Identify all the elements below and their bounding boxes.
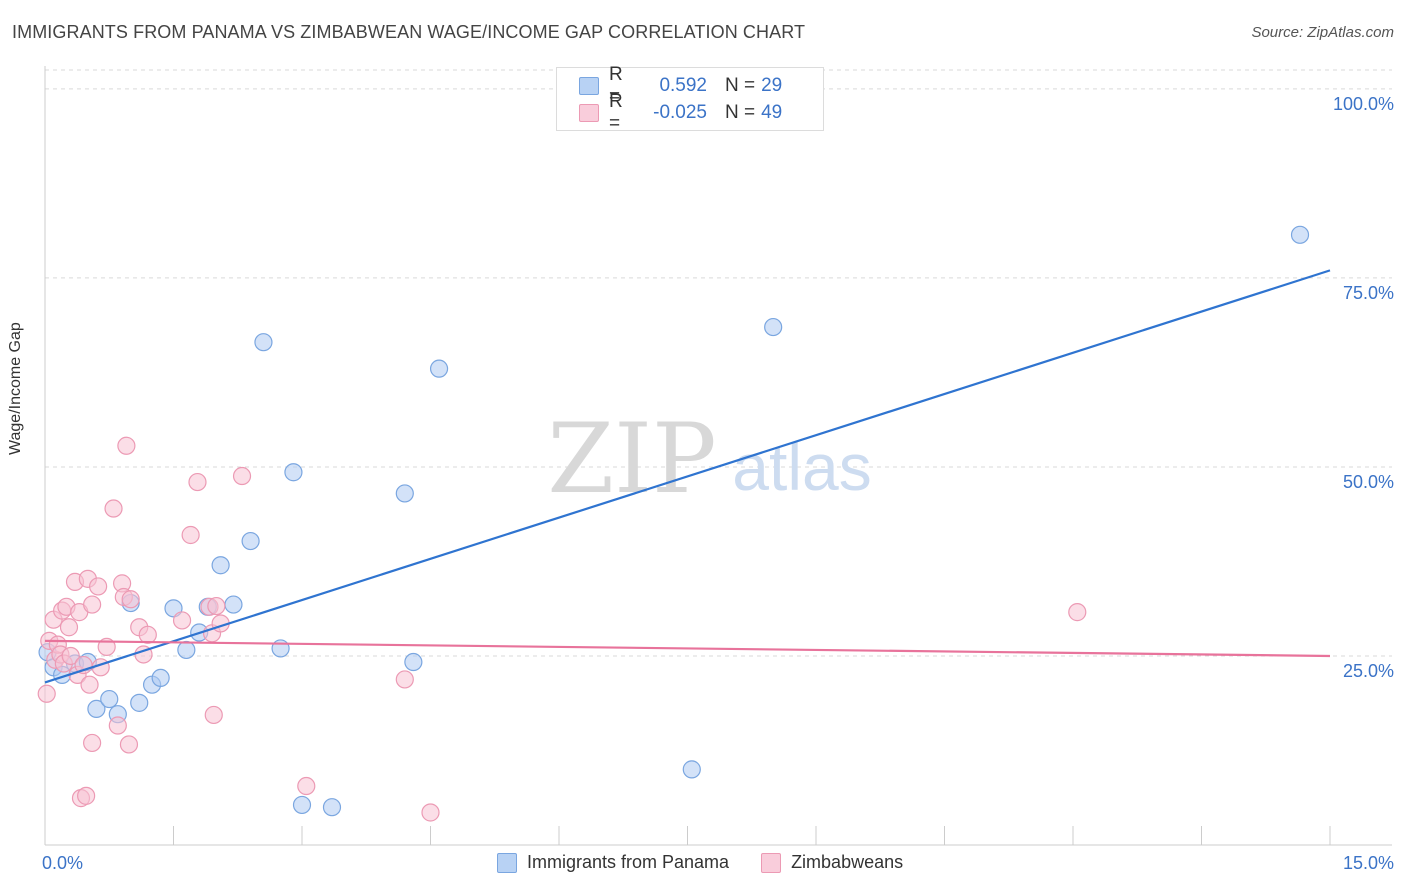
legend-n-value: 29	[761, 75, 783, 96]
zimbabwe-point	[77, 786, 96, 805]
legend-item-panama[interactable]: Immigrants from Panama	[497, 852, 729, 873]
zimbabwe-point	[188, 472, 207, 492]
panama-point	[764, 317, 783, 337]
legend-n-label: N =	[725, 75, 756, 96]
panama-point	[87, 699, 106, 719]
panama-point	[429, 359, 449, 378]
zimbabwe-point	[181, 525, 200, 545]
panama-point	[404, 652, 423, 672]
zimbabwe-point	[172, 611, 192, 630]
zimbabwe-point	[1068, 603, 1087, 622]
legend-r-label: R =	[609, 91, 623, 134]
zimbabwe-point	[117, 436, 136, 455]
legend-n-value: 49	[761, 102, 783, 123]
zimbabwe-point	[61, 646, 80, 666]
tick-labels: 25.0% 50.0% 75.0% 100.0% 0.0% 15.0%	[42, 94, 1394, 873]
trend-lines	[44, 269, 1331, 684]
legend-label-panama: Immigrants from Panama	[527, 852, 730, 872]
panama-point	[284, 463, 303, 482]
watermark: ZIP atlas	[547, 403, 871, 515]
legend-row-zimbabwe: R = -0.025 N = 49	[579, 91, 783, 134]
panama-point	[151, 668, 170, 688]
panama-point	[177, 640, 196, 660]
zimbabwe-point	[232, 466, 252, 486]
watermark-atlas: atlas	[732, 430, 871, 504]
zimbabwe-point	[421, 803, 440, 822]
axes	[44, 66, 1392, 846]
legend-swatch-blue	[497, 852, 517, 873]
zimbabwe-point	[80, 675, 99, 694]
legend-swatch-pink	[579, 104, 599, 122]
panama-point	[241, 531, 260, 551]
y-tick-label: 25.0%	[1343, 661, 1394, 681]
panama-point	[130, 693, 149, 712]
grid-lines	[45, 69, 1392, 657]
zimbabwe-point	[204, 705, 223, 725]
data-points	[37, 225, 1310, 822]
y-tick-label: 50.0%	[1343, 472, 1394, 492]
zimbabwe-point	[83, 733, 102, 753]
zimbabwe-point	[89, 577, 108, 596]
source-label[interactable]: Source: ZipAtlas.com	[1251, 24, 1394, 41]
panama-point	[395, 484, 414, 503]
legend-r-value: -0.025	[653, 102, 707, 123]
panama-point	[100, 689, 119, 709]
panama-point	[254, 333, 273, 352]
panama-point	[224, 595, 243, 614]
series-legend: Immigrants from Panama Zimbabweans	[497, 852, 935, 873]
y-tick-label: 75.0%	[1343, 283, 1394, 303]
correlation-legend: R = 0.592 N = 29 R = -0.025 N = 49	[556, 64, 824, 134]
zimbabwe-point	[108, 716, 127, 735]
zimbabwe-point	[59, 618, 79, 637]
legend-item-zimbabweans[interactable]: Zimbabweans	[761, 852, 903, 873]
panama-point	[682, 760, 701, 779]
y-axis-label: Wage/Income Gap	[7, 322, 24, 455]
panama-point	[1290, 225, 1310, 244]
zimbabwe-point	[297, 776, 316, 796]
legend-label-zimbabweans: Zimbabweans	[791, 852, 904, 872]
zimbabwe-point	[104, 499, 123, 518]
legend-r-label: R =	[609, 64, 623, 107]
zimbabwe-point	[138, 625, 157, 644]
chart-title: IMMIGRANTS FROM PANAMA VS ZIMBABWEAN WAG…	[12, 22, 806, 42]
legend-n-label: N =	[725, 102, 756, 123]
panama-point	[292, 795, 312, 815]
zimbabwe-point	[37, 684, 56, 703]
panama-point	[322, 798, 342, 817]
x-tick-label: 15.0%	[1343, 853, 1394, 873]
zimbabwe-point	[83, 595, 102, 614]
zimbabwe-point	[395, 670, 414, 689]
panama-trend-line	[44, 269, 1331, 684]
legend-swatch-blue	[579, 77, 599, 95]
zimbabwe-point	[119, 735, 139, 754]
x-tick-label: 0.0%	[42, 853, 83, 873]
panama-point	[211, 556, 230, 575]
zimbabwe-trend-line	[44, 639, 1331, 658]
zimbabwe-point	[207, 596, 226, 616]
legend-r-value: 0.592	[659, 75, 707, 96]
watermark-zip: ZIP	[547, 403, 716, 515]
legend-swatch-pink	[761, 852, 782, 873]
y-tick-label: 100.0%	[1333, 94, 1394, 114]
legend-row-panama: R = 0.592 N = 29	[579, 64, 783, 107]
zimbabwe-point	[121, 590, 140, 609]
